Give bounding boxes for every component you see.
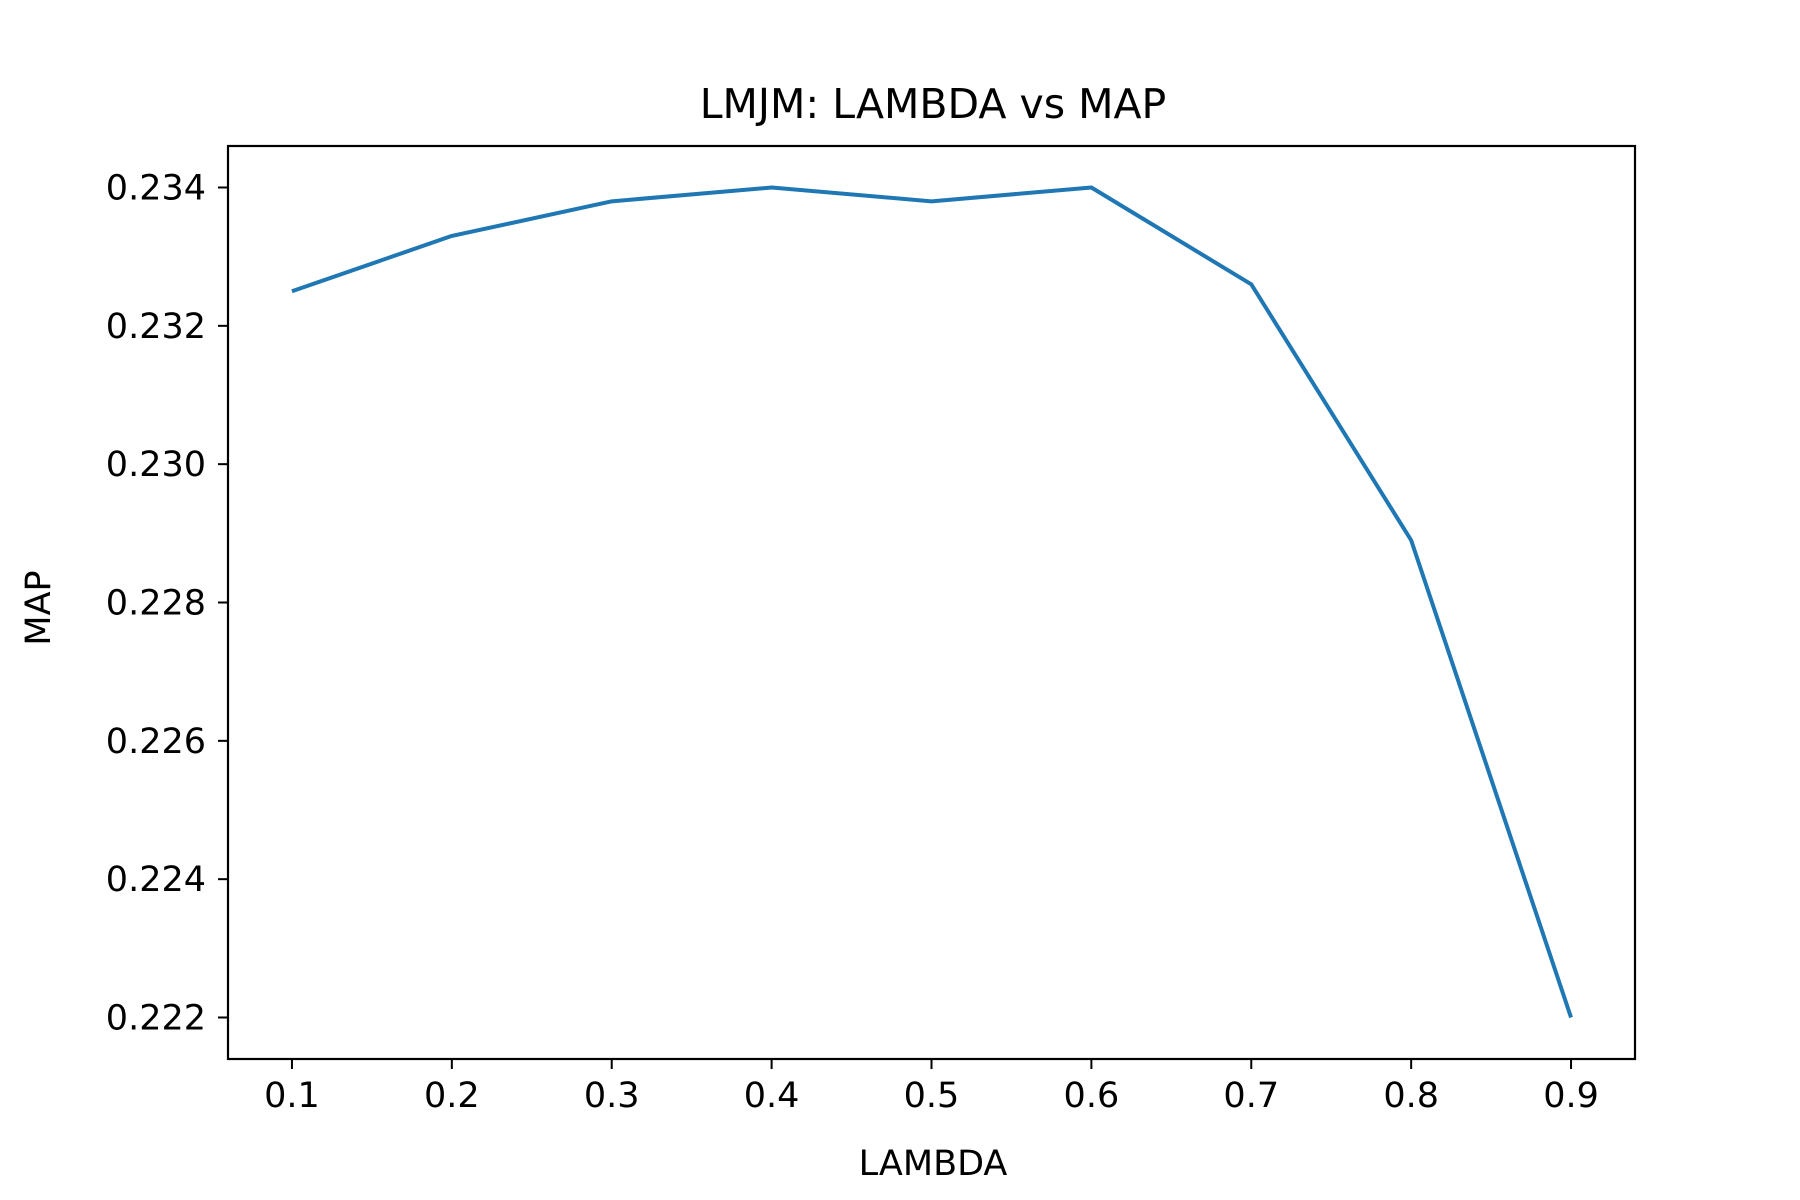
y-tick-label: 0.224 xyxy=(106,860,206,900)
x-tick-label: 0.1 xyxy=(264,1076,320,1116)
x-tick-label: 0.9 xyxy=(1543,1076,1599,1116)
x-axis-label: LAMBDA xyxy=(859,1144,1008,1184)
x-tick-label: 0.4 xyxy=(744,1076,800,1116)
x-tick-label: 0.3 xyxy=(584,1076,640,1116)
x-tick-label: 0.5 xyxy=(904,1076,960,1116)
x-tick-label: 0.8 xyxy=(1383,1076,1439,1116)
y-tick-label: 0.222 xyxy=(106,999,206,1039)
y-tick-label: 0.228 xyxy=(106,584,206,624)
y-tick-label: 0.226 xyxy=(106,722,206,762)
series-line xyxy=(291,185,1573,1019)
plot-area: 0.1 0.2 0.3 0.4 0.5 0.6 0.7 0.8 0.9 0.222 0.224 0.2… xyxy=(106,144,1637,1116)
y-tick-label: 0.234 xyxy=(106,169,206,209)
x-tick-label: 0.2 xyxy=(424,1076,480,1116)
y-tick-label: 0.232 xyxy=(106,307,206,347)
y-axis-label: MAP xyxy=(19,570,59,645)
y-tick-label: 0.230 xyxy=(106,445,206,485)
x-tick-label: 0.6 xyxy=(1064,1076,1120,1116)
x-tick-label: 0.7 xyxy=(1223,1076,1279,1116)
chart-title: LMJM: LAMBDA vs MAP xyxy=(700,80,1167,128)
axes-frame xyxy=(226,144,1637,1061)
